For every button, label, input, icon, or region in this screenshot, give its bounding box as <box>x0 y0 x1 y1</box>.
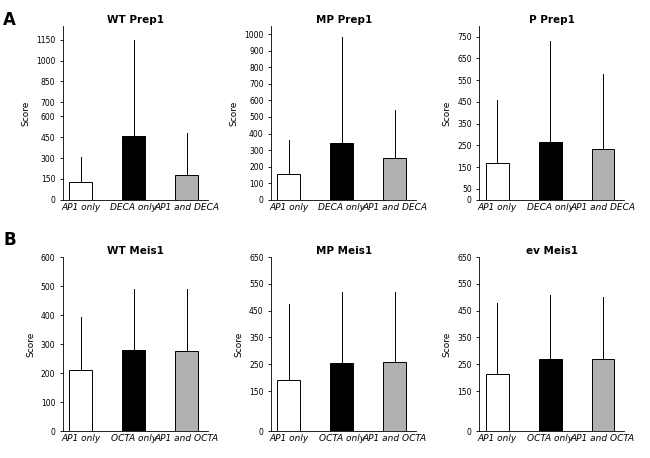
Y-axis label: Score: Score <box>21 100 31 125</box>
Bar <box>539 142 562 200</box>
Bar <box>592 149 614 200</box>
Bar <box>330 142 354 200</box>
Bar <box>122 136 145 200</box>
Title: WT Prep1: WT Prep1 <box>107 15 164 25</box>
Bar <box>175 175 198 200</box>
Title: MP Meis1: MP Meis1 <box>315 246 372 256</box>
Text: B: B <box>3 231 16 249</box>
Bar <box>278 380 300 431</box>
Title: MP Prep1: MP Prep1 <box>315 15 372 25</box>
Y-axis label: Score: Score <box>443 332 452 357</box>
Bar <box>486 374 508 431</box>
Bar <box>278 174 300 200</box>
Bar <box>539 359 562 431</box>
Title: WT Meis1: WT Meis1 <box>107 246 164 256</box>
Y-axis label: Score: Score <box>229 100 239 125</box>
Bar <box>592 359 614 431</box>
Bar <box>70 371 92 431</box>
Y-axis label: Score: Score <box>235 332 244 357</box>
Bar <box>122 350 145 431</box>
Bar <box>330 363 354 431</box>
Text: A: A <box>3 11 16 29</box>
Y-axis label: Score: Score <box>443 100 452 125</box>
Bar <box>70 182 92 200</box>
Bar <box>175 351 198 431</box>
Title: ev Meis1: ev Meis1 <box>526 246 578 256</box>
Bar <box>384 361 406 431</box>
Title: P Prep1: P Prep1 <box>529 15 575 25</box>
Y-axis label: Score: Score <box>26 332 35 357</box>
Bar <box>384 158 406 200</box>
Bar <box>486 163 508 200</box>
